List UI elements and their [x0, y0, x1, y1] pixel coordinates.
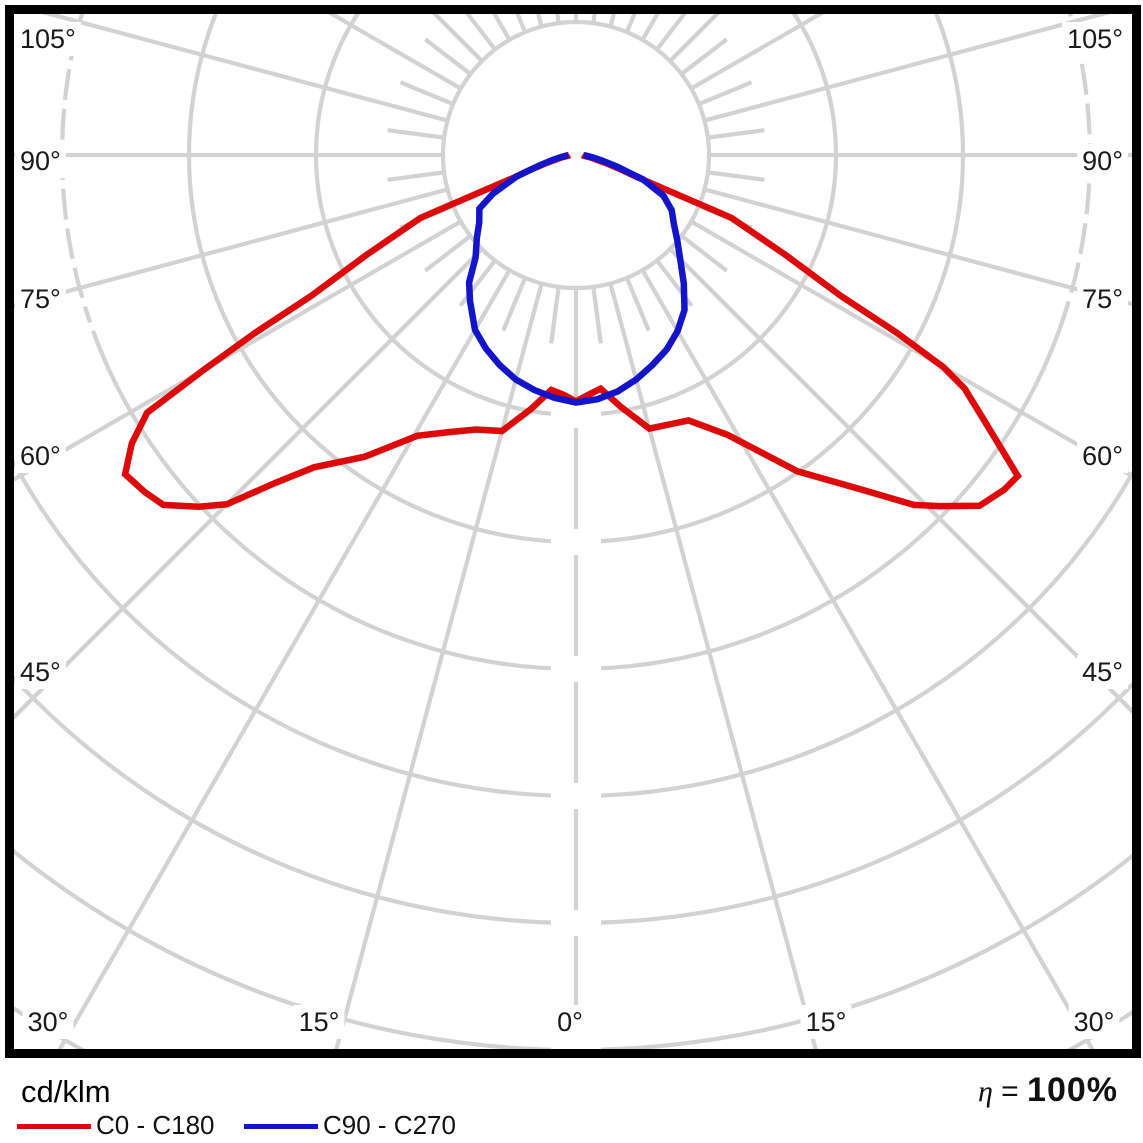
grid-stub: [680, 37, 729, 76]
angle-label-bg: [1077, 439, 1128, 473]
angle-label-bg: [1077, 282, 1128, 316]
angle-label-bg: [15, 282, 66, 316]
angle-label: 45°: [1082, 657, 1123, 687]
angle-label-bg: [15, 22, 81, 56]
angle-label: 0°: [557, 1007, 583, 1037]
angle-label-bg: [293, 1005, 345, 1039]
angle-label: 105°: [1067, 24, 1123, 54]
angle-label-bg: [552, 1005, 588, 1039]
grid-stub: [655, 14, 687, 51]
grid-ring: [440, 19, 712, 291]
angle-label: 75°: [20, 284, 61, 314]
grid-spoke: [703, 14, 1111, 123]
grid-stub: [465, 14, 497, 51]
eta-equals: =: [992, 1075, 1028, 1108]
legend-line-c90-c270: [244, 1124, 318, 1129]
grid-spoke: [57, 269, 512, 1049]
eta-symbol: η: [977, 1075, 993, 1108]
grid-stub: [387, 128, 445, 140]
grid-spoke: [14, 187, 449, 308]
angle-label-bg: [15, 655, 66, 689]
grid-spoke: [668, 247, 1132, 714]
angle-label-bg: [800, 1005, 852, 1039]
angle-label: 45°: [20, 657, 61, 687]
axis-ring-gap: [551, 402, 601, 428]
legend-label-c90-c270: C90 - C270: [323, 1110, 456, 1140]
grid-stub: [458, 259, 497, 308]
radial-unit-label: cd/klm: [21, 1074, 111, 1109]
angle-label: 90°: [20, 146, 61, 176]
angle-label-bg: [1068, 1005, 1120, 1039]
axis-ring-gap: [551, 783, 601, 809]
grid-spoke: [608, 282, 818, 1049]
axis-ring-gap: [551, 910, 601, 936]
angle-label-bg: [1077, 655, 1128, 689]
grid-stub: [624, 277, 651, 332]
angle-label: 15°: [806, 1007, 847, 1037]
grid-ring-dashed: [60, 14, 92, 323]
angle-label-bg: [1062, 22, 1128, 56]
light-output-ratio: η = 100%: [977, 1071, 1118, 1109]
angle-label: 15°: [299, 1007, 340, 1037]
grid-spoke: [41, 14, 449, 123]
angle-label: 90°: [1082, 146, 1123, 176]
grid-stub: [423, 37, 472, 76]
grid-spoke: [640, 269, 1095, 1049]
angle-label: 30°: [1074, 1007, 1115, 1037]
angle-label: 75°: [1082, 284, 1123, 314]
grid-stub: [591, 286, 603, 344]
angle-label-bg: [15, 439, 66, 473]
angle-label: 30°: [28, 1007, 69, 1037]
plot-border: [5, 5, 1141, 1058]
angle-label: 60°: [1082, 441, 1123, 471]
grid-ring: [14, 848, 1132, 1049]
grid-stub: [698, 80, 753, 107]
grid-spoke: [690, 219, 1132, 479]
grid-stub: [680, 234, 729, 273]
angle-label-bg: [22, 1005, 74, 1039]
grid-stub: [399, 80, 454, 107]
grid-stub: [387, 170, 445, 182]
axis-ring-gap: [551, 1037, 601, 1049]
legend-label-c0-c180: C0 - C180: [96, 1110, 215, 1140]
grid-stub: [624, 14, 637, 33]
grid-stub: [423, 234, 472, 273]
axis-ring-gap: [551, 656, 601, 682]
grid-stub: [707, 128, 765, 140]
angle-label-bg: [1077, 144, 1128, 178]
grid-spoke: [334, 282, 544, 1049]
grid-spoke: [14, 247, 484, 720]
axis-ring-gap: [551, 529, 601, 555]
grid-spoke: [14, 219, 462, 482]
grid-stub: [515, 14, 528, 33]
angle-labels: 105° 90° 75° 60° 45° 105° 90° 75° 60° 45° 30° 15° 0°…: [15, 22, 1128, 1039]
angle-label-bg: [15, 144, 66, 178]
angle-label: 105°: [20, 24, 76, 54]
grid-stub: [707, 170, 765, 182]
eta-value: 100%: [1027, 1071, 1118, 1109]
grid-spoke: [703, 187, 1132, 307]
curve-c90-c270: [465, 151, 688, 406]
angle-label: 60°: [20, 441, 61, 471]
legend-line-c0-c180: [17, 1124, 91, 1129]
grid-stub: [501, 277, 528, 332]
grid-stub: [549, 286, 561, 344]
